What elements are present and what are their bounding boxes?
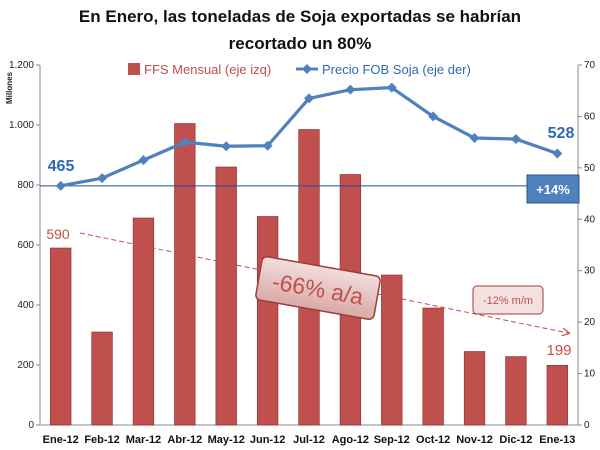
price-point-Feb-12 bbox=[97, 173, 108, 184]
fob-change-badge: +14% bbox=[526, 174, 580, 204]
price-point-Ago-12 bbox=[345, 84, 356, 95]
legend: FFS Mensual (eje izq) Precio FOB Soja (e… bbox=[128, 62, 471, 77]
legend-label-bars: FFS Mensual (eje izq) bbox=[144, 62, 271, 77]
fob-start-label: 465 bbox=[48, 158, 75, 175]
x-tick-label: Dic-12 bbox=[499, 434, 532, 446]
left-axis-label: Millones bbox=[5, 71, 14, 104]
x-tick-label: Feb-12 bbox=[84, 434, 119, 446]
line-layer bbox=[40, 82, 578, 191]
yoy-callout: -66% a/a bbox=[255, 255, 381, 321]
x-tick-label: Ene-13 bbox=[539, 434, 575, 446]
price-point-May-12 bbox=[221, 141, 232, 152]
x-tick-label: Ago-12 bbox=[332, 434, 369, 446]
bar-Ene-12 bbox=[50, 247, 72, 426]
bar-Jun-12 bbox=[256, 216, 279, 426]
bar-Abr-12 bbox=[174, 123, 196, 426]
left-tick-label: 0 bbox=[28, 420, 34, 431]
x-tick-label: Jun-12 bbox=[250, 434, 285, 446]
price-point-Sep-12 bbox=[386, 82, 397, 93]
x-tick-label: Sep-12 bbox=[374, 434, 410, 446]
price-point-Jun-12 bbox=[262, 140, 273, 151]
legend-swatch-bars bbox=[128, 63, 140, 75]
bar-May-12 bbox=[215, 166, 237, 426]
x-tick-label: Oct-12 bbox=[416, 434, 450, 446]
right-tick-label: 70 bbox=[584, 60, 596, 71]
mom-label: -12% m/m bbox=[483, 295, 533, 307]
price-point-Dic-12 bbox=[510, 134, 521, 145]
right-tick-label: 0 bbox=[584, 420, 590, 431]
bar-Ene-13 bbox=[546, 364, 568, 426]
price-point-Abr-12 bbox=[179, 137, 190, 148]
mom-callout: -12% m/m bbox=[472, 285, 544, 315]
right-tick-label: 30 bbox=[584, 266, 596, 277]
bar-Feb-12 bbox=[91, 331, 113, 426]
ticks-layer: 0 200 400 600 800 1.000 1.200 0 10 20 30 40 50 60 70 En… bbox=[9, 60, 596, 446]
x-tick-label: Jul-12 bbox=[293, 434, 325, 446]
bar-Sep-12 bbox=[381, 274, 403, 426]
bar-Oct-12 bbox=[422, 307, 444, 426]
x-tick-label: Mar-12 bbox=[126, 434, 161, 446]
bar-Dic-12 bbox=[505, 356, 527, 426]
price-point-Mar-12 bbox=[138, 155, 149, 166]
legend-label-line: Precio FOB Soja (eje der) bbox=[322, 62, 471, 77]
price-point-Nov-12 bbox=[469, 133, 480, 144]
price-point-Ene-13 bbox=[552, 148, 563, 159]
ffs-end-label: 199 bbox=[546, 342, 571, 359]
bar-Mar-12 bbox=[132, 217, 155, 426]
x-tick-label: Nov-12 bbox=[456, 434, 493, 446]
right-tick-label: 40 bbox=[584, 214, 596, 225]
x-tick-label: Ene-12 bbox=[43, 434, 79, 446]
fob-change-label: +14% bbox=[536, 182, 570, 197]
x-tick-label: Abr-12 bbox=[167, 434, 202, 446]
left-tick-label: 1.000 bbox=[9, 120, 34, 131]
right-tick-label: 20 bbox=[584, 317, 596, 328]
ffs-start-label: 590 bbox=[46, 226, 70, 242]
left-tick-label: 200 bbox=[17, 360, 34, 371]
bars-layer bbox=[50, 123, 568, 426]
left-tick-label: 800 bbox=[17, 180, 34, 191]
left-tick-label: 600 bbox=[17, 240, 34, 251]
chart-title-line2: recortado un 80% bbox=[229, 34, 372, 53]
chart-title-line1: En Enero, las toneladas de Soja exportad… bbox=[79, 7, 521, 26]
price-point-Ene-12 bbox=[55, 180, 66, 191]
fob-end-label: 528 bbox=[548, 125, 575, 142]
price-point-Oct-12 bbox=[428, 111, 439, 122]
right-tick-label: 60 bbox=[584, 111, 596, 122]
right-tick-label: 10 bbox=[584, 369, 596, 380]
left-tick-label: 400 bbox=[17, 300, 34, 311]
right-tick-label: 50 bbox=[584, 163, 596, 174]
left-tick-label: 1.200 bbox=[9, 60, 34, 71]
price-point-Jul-12 bbox=[304, 93, 314, 104]
bar-Nov-12 bbox=[463, 351, 486, 426]
legend-swatch-marker bbox=[302, 64, 312, 74]
x-tick-label: May-12 bbox=[208, 434, 245, 446]
